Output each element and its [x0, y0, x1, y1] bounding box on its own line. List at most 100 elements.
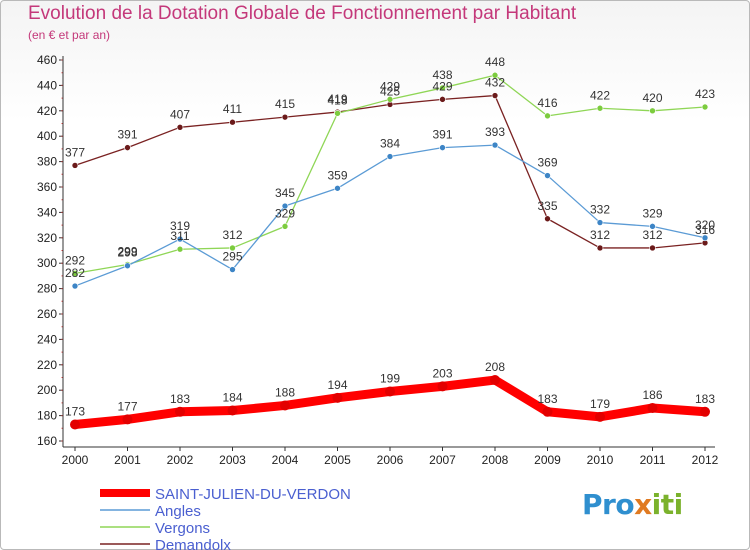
data-label: 316 — [695, 223, 715, 237]
data-label: 177 — [117, 399, 137, 413]
data-point — [176, 245, 184, 253]
data-point — [491, 71, 499, 79]
data-point — [385, 386, 395, 397]
data-label: 335 — [537, 199, 557, 213]
data-point — [124, 144, 131, 151]
y-tick-label: 300 — [37, 256, 57, 270]
data-point — [176, 235, 184, 243]
data-point — [701, 103, 709, 111]
data-label: 184 — [222, 391, 242, 405]
data-point — [439, 144, 446, 151]
data-label: 179 — [590, 397, 610, 411]
data-label: 183 — [695, 392, 715, 406]
data-label: 418 — [327, 93, 347, 107]
data-point — [647, 402, 658, 413]
data-label: 183 — [170, 392, 190, 406]
chart-title: Evolution de la Dotation Globale de Fonc… — [28, 3, 577, 24]
data-point — [700, 406, 710, 417]
data-label: 391 — [117, 128, 137, 142]
data-label: 173 — [65, 404, 85, 418]
x-tick-label: 2000 — [62, 453, 89, 467]
data-label: 329 — [275, 206, 295, 220]
x-tick-label: 2009 — [534, 453, 561, 467]
data-label: 411 — [223, 102, 242, 116]
series-line — [74, 144, 706, 287]
proxiti-logo: Proxiti — [582, 488, 683, 521]
data-point — [175, 406, 185, 417]
data-point — [649, 107, 656, 115]
data-label: 415 — [275, 97, 295, 111]
legend-label: Angles — [155, 503, 201, 520]
data-label: 298 — [117, 246, 137, 260]
data-label: 369 — [537, 156, 557, 170]
chart-subtitle: (en € et par an) — [28, 28, 111, 42]
data-point — [439, 84, 446, 92]
logo-part: x — [634, 488, 652, 521]
data-label: 292 — [65, 253, 85, 267]
data-point — [229, 266, 236, 273]
data-label: 359 — [327, 168, 347, 182]
legend-label: Demandolx — [155, 537, 231, 550]
data-label: 416 — [537, 96, 557, 110]
y-tick-label: 400 — [37, 129, 57, 143]
data-point — [491, 141, 499, 149]
data-label: 391 — [432, 128, 452, 142]
data-point — [281, 223, 289, 230]
data-point — [280, 400, 290, 411]
data-label: 384 — [380, 137, 400, 151]
data-point — [334, 110, 341, 117]
data-point — [281, 202, 289, 210]
data-point — [71, 270, 79, 277]
y-tick-label: 340 — [37, 205, 57, 219]
x-tick-label: 2006 — [377, 453, 404, 467]
data-point — [334, 184, 341, 192]
data-point — [649, 223, 656, 230]
data-label: 186 — [642, 388, 662, 402]
data-point — [491, 92, 499, 99]
x-tick-label: 2005 — [324, 453, 351, 467]
data-label: 377 — [65, 145, 85, 159]
data-label: 432 — [485, 76, 505, 90]
data-point — [649, 244, 656, 252]
data-label: 312 — [590, 228, 610, 242]
data-point — [229, 244, 236, 252]
data-label: 319 — [170, 219, 190, 233]
x-tick-label: 2003 — [219, 453, 246, 467]
data-label: 448 — [485, 55, 505, 69]
data-label: 332 — [590, 203, 610, 217]
data-label: 311 — [170, 229, 189, 243]
data-label: 183 — [537, 392, 557, 406]
data-label: 429 — [380, 79, 400, 93]
data-point — [71, 162, 79, 169]
y-tick-label: 380 — [37, 155, 57, 169]
x-tick-label: 2001 — [114, 453, 141, 467]
data-label: 438 — [432, 68, 452, 82]
logo-part: Pro — [582, 488, 635, 521]
data-point — [490, 375, 500, 386]
y-tick-label: 360 — [37, 180, 57, 194]
y-tick-label: 160 — [37, 434, 57, 448]
data-point — [595, 411, 605, 422]
legend-label: SAINT-JULIEN-DU-VERDON — [155, 486, 351, 503]
y-tick-label: 280 — [37, 282, 57, 296]
data-label: 393 — [485, 125, 505, 139]
data-point — [122, 414, 133, 425]
y-tick-label: 260 — [37, 307, 57, 321]
data-label: 299 — [117, 244, 137, 258]
x-tick-label: 2012 — [692, 453, 719, 467]
x-tick-label: 2007 — [429, 453, 456, 467]
data-point — [124, 262, 131, 270]
y-tick-label: 240 — [37, 332, 57, 346]
data-point — [176, 124, 184, 131]
data-label: 429 — [432, 79, 452, 93]
data-label: 203 — [432, 366, 452, 380]
x-tick-label: 2011 — [640, 453, 666, 467]
data-point — [70, 419, 80, 430]
data-label: 282 — [65, 266, 85, 280]
data-point — [386, 153, 394, 160]
x-tick-label: 2008 — [482, 453, 509, 467]
legend-label: Vergons — [155, 520, 210, 537]
data-point — [227, 405, 238, 416]
data-label: 199 — [380, 371, 400, 385]
